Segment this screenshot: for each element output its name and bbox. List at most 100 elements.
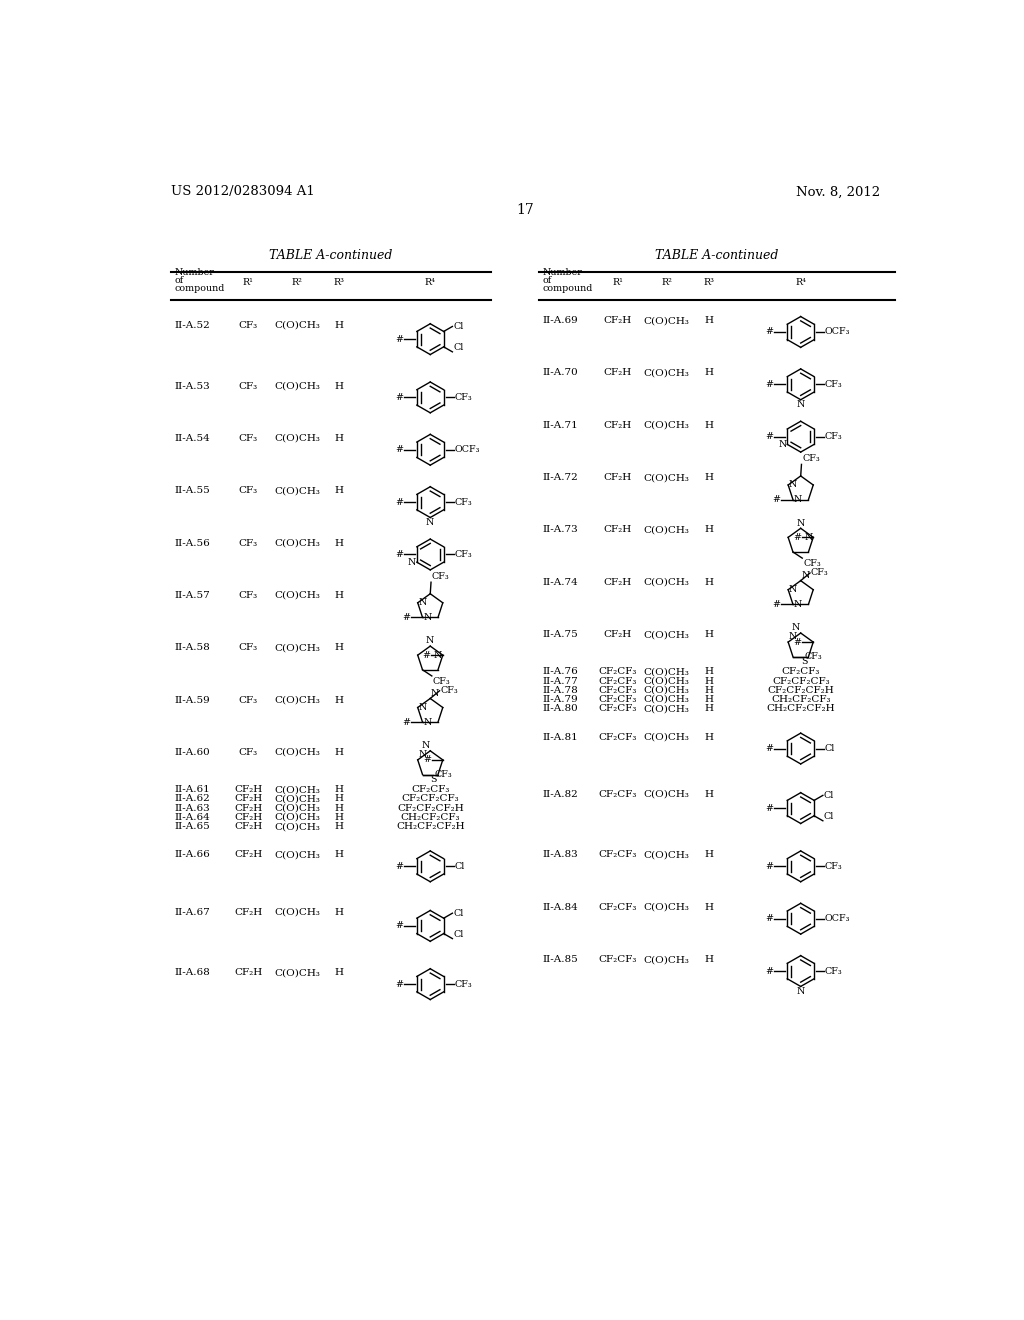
Text: R²: R² xyxy=(662,277,672,286)
Text: CF₂CF₂CF₂H: CF₂CF₂CF₂H xyxy=(767,686,835,694)
Text: II-A.68: II-A.68 xyxy=(174,969,210,977)
Text: N: N xyxy=(792,623,800,632)
Text: CF₃: CF₃ xyxy=(239,381,258,391)
Text: #: # xyxy=(766,327,773,337)
Text: II-A.53: II-A.53 xyxy=(174,381,210,391)
Text: N: N xyxy=(788,632,798,642)
Text: H: H xyxy=(334,813,343,822)
Text: H: H xyxy=(705,903,714,912)
Text: CF₂CF₃: CF₂CF₃ xyxy=(599,956,637,964)
Text: CF₂CF₂CF₃: CF₂CF₂CF₃ xyxy=(772,677,829,685)
Text: #: # xyxy=(395,979,403,989)
Text: C(O)CH₃: C(O)CH₃ xyxy=(644,368,689,378)
Text: of: of xyxy=(543,276,552,285)
Text: C(O)CH₃: C(O)CH₃ xyxy=(274,785,319,795)
Text: N: N xyxy=(426,519,434,527)
Text: II-A.74: II-A.74 xyxy=(543,578,579,587)
Text: #: # xyxy=(423,755,431,764)
Text: CF₂CF₃: CF₂CF₃ xyxy=(599,850,637,859)
Text: II-A.65: II-A.65 xyxy=(174,822,210,832)
Text: II-A.82: II-A.82 xyxy=(543,789,579,799)
Text: H: H xyxy=(334,591,343,601)
Text: C(O)CH₃: C(O)CH₃ xyxy=(274,381,319,391)
Text: CF₃: CF₃ xyxy=(455,498,472,507)
Text: Number: Number xyxy=(543,268,583,277)
Text: N: N xyxy=(408,557,416,566)
Text: CF₃: CF₃ xyxy=(802,454,820,463)
Text: #: # xyxy=(766,432,773,441)
Text: N: N xyxy=(797,519,805,528)
Text: Cl: Cl xyxy=(454,343,464,352)
Text: H: H xyxy=(705,525,714,535)
Text: H: H xyxy=(705,850,714,859)
Text: II-A.71: II-A.71 xyxy=(543,421,579,430)
Text: Cl: Cl xyxy=(454,322,464,331)
Text: C(O)CH₃: C(O)CH₃ xyxy=(274,850,319,859)
Text: C(O)CH₃: C(O)CH₃ xyxy=(644,696,689,704)
Text: H: H xyxy=(334,908,343,917)
Text: CF₃: CF₃ xyxy=(432,572,450,581)
Text: #: # xyxy=(793,533,801,541)
Text: #: # xyxy=(395,921,403,931)
Text: OCF₃: OCF₃ xyxy=(824,327,850,337)
Text: II-A.85: II-A.85 xyxy=(543,956,579,964)
Text: C(O)CH₃: C(O)CH₃ xyxy=(644,578,689,587)
Text: C(O)CH₃: C(O)CH₃ xyxy=(644,903,689,912)
Text: US 2012/0283094 A1: US 2012/0283094 A1 xyxy=(171,185,314,198)
Text: C(O)CH₃: C(O)CH₃ xyxy=(274,696,319,705)
Text: compound: compound xyxy=(543,284,593,293)
Text: CF₃: CF₃ xyxy=(455,393,472,401)
Text: H: H xyxy=(334,804,343,813)
Text: CF₃: CF₃ xyxy=(239,434,258,444)
Text: #: # xyxy=(402,612,410,622)
Text: R³: R³ xyxy=(703,277,715,286)
Text: C(O)CH₃: C(O)CH₃ xyxy=(274,795,319,804)
Text: R¹: R¹ xyxy=(243,277,254,286)
Text: CF₃: CF₃ xyxy=(239,591,258,601)
Text: R²: R² xyxy=(292,277,302,286)
Text: H: H xyxy=(334,539,343,548)
Text: II-A.54: II-A.54 xyxy=(174,434,210,444)
Text: C(O)CH₃: C(O)CH₃ xyxy=(644,956,689,964)
Text: II-A.61: II-A.61 xyxy=(174,785,210,795)
Text: C(O)CH₃: C(O)CH₃ xyxy=(644,677,689,685)
Text: CF₂H: CF₂H xyxy=(234,850,262,859)
Text: R⁴: R⁴ xyxy=(425,277,435,286)
Text: II-A.70: II-A.70 xyxy=(543,368,579,378)
Text: CF₂H: CF₂H xyxy=(604,578,632,587)
Text: H: H xyxy=(334,321,343,330)
Text: H: H xyxy=(334,381,343,391)
Text: C(O)CH₃: C(O)CH₃ xyxy=(644,705,689,713)
Text: C(O)CH₃: C(O)CH₃ xyxy=(274,969,319,977)
Text: II-A.77: II-A.77 xyxy=(543,677,579,685)
Text: H: H xyxy=(705,696,714,704)
Text: TABLE A-continued: TABLE A-continued xyxy=(655,248,778,261)
Text: II-A.78: II-A.78 xyxy=(543,686,579,694)
Text: Cl: Cl xyxy=(823,791,834,800)
Text: CH₂CF₂CF₂H: CH₂CF₂CF₂H xyxy=(766,705,835,713)
Text: N: N xyxy=(797,987,805,997)
Text: C(O)CH₃: C(O)CH₃ xyxy=(644,733,689,742)
Text: CF₂H: CF₂H xyxy=(234,969,262,977)
Text: S: S xyxy=(431,775,437,784)
Text: C(O)CH₃: C(O)CH₃ xyxy=(644,525,689,535)
Text: CF₂H: CF₂H xyxy=(234,813,262,822)
Text: C(O)CH₃: C(O)CH₃ xyxy=(644,850,689,859)
Text: Cl: Cl xyxy=(455,862,465,871)
Text: CF₃: CF₃ xyxy=(239,643,258,652)
Text: N: N xyxy=(802,570,810,579)
Text: CF₂CF₃: CF₂CF₃ xyxy=(599,705,637,713)
Text: C(O)CH₃: C(O)CH₃ xyxy=(644,686,689,694)
Text: H: H xyxy=(705,473,714,482)
Text: H: H xyxy=(334,434,343,444)
Text: H: H xyxy=(705,315,714,325)
Text: CF₂H: CF₂H xyxy=(604,525,632,535)
Text: CF₂CF₂CF₃: CF₂CF₂CF₃ xyxy=(401,795,459,804)
Text: TABLE A-continued: TABLE A-continued xyxy=(269,248,392,261)
Text: H: H xyxy=(334,696,343,705)
Text: C(O)CH₃: C(O)CH₃ xyxy=(644,789,689,799)
Text: CF₃: CF₃ xyxy=(824,862,843,871)
Text: H: H xyxy=(334,748,343,758)
Text: #: # xyxy=(395,862,403,871)
Text: II-A.76: II-A.76 xyxy=(543,668,579,676)
